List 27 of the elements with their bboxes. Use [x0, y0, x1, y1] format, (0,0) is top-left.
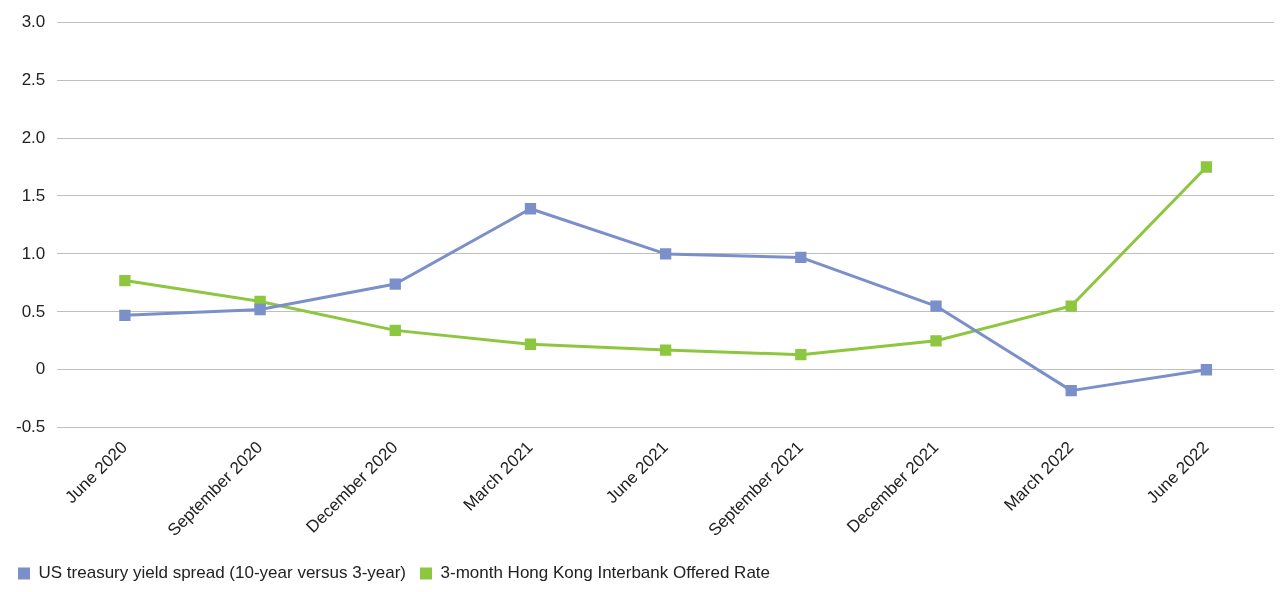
legend-label: 3-month Hong Kong Interbank Offered Rate — [440, 563, 771, 583]
point — [524, 203, 537, 215]
point — [659, 248, 672, 260]
y-tick-label: 2.5 — [21, 69, 46, 89]
point — [119, 274, 131, 287]
point — [795, 349, 807, 361]
point — [1065, 300, 1077, 312]
y-tick-label: 0.5 — [21, 301, 46, 321]
point — [1065, 384, 1077, 397]
point — [389, 278, 401, 290]
y-tick-label: 1.5 — [21, 185, 46, 205]
y-tick-label: -0.5 — [16, 417, 46, 437]
point — [930, 300, 942, 312]
point — [389, 324, 401, 337]
y-tick-label: 3.0 — [21, 11, 46, 31]
point — [524, 338, 537, 350]
point — [254, 303, 266, 316]
point — [930, 335, 942, 347]
point — [795, 251, 807, 264]
point — [1200, 161, 1213, 173]
y-tick-label: 2.0 — [21, 127, 46, 147]
point — [659, 344, 672, 356]
legend-label: US treasury yield spread (10-year versus 3-year) — [38, 563, 407, 583]
y-tick-label: 1.0 — [21, 243, 46, 263]
y-tick-label: 0 — [35, 359, 46, 379]
point — [1200, 364, 1213, 376]
point — [119, 309, 131, 321]
